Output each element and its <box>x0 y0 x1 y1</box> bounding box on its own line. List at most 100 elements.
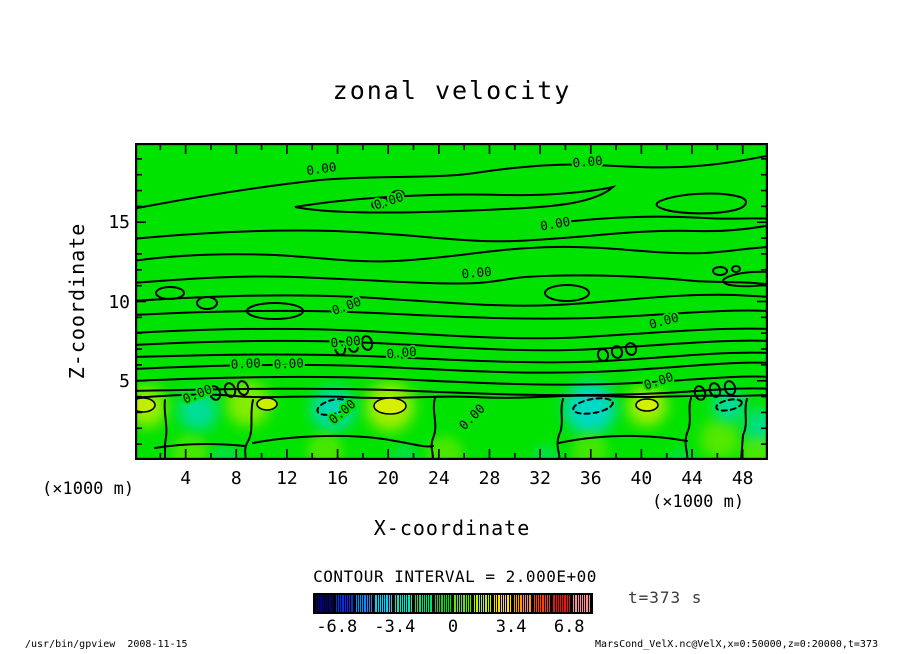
colorbar-strip <box>542 595 544 612</box>
colorbar-strip <box>564 595 566 612</box>
contour-lines <box>135 154 768 460</box>
x-tick-label: 32 <box>529 468 551 489</box>
colorbar-strip <box>324 595 327 612</box>
colorbar-strip <box>342 595 344 612</box>
colorbar-strip <box>340 595 342 612</box>
colorbar-strip <box>507 595 509 612</box>
contour-plot-area: 0.00 0.000.000.000.000.000.000.000.000.00… <box>135 143 768 460</box>
colorbar-tick-label: 0 <box>447 617 459 637</box>
colorbar-tick-label: -6.8 <box>316 617 358 637</box>
colorbar-strip <box>320 595 322 612</box>
colorbar-strip <box>421 595 423 612</box>
colorbar-strip <box>434 595 436 612</box>
colorbar-strip <box>540 595 542 612</box>
colorbar-strip <box>445 595 447 612</box>
time-annotation: t=373 s <box>628 588 703 607</box>
colorbar-strip <box>377 595 379 612</box>
colorbar-strip <box>458 595 461 612</box>
colorbar-strip <box>474 595 476 612</box>
colorbar-strip <box>382 595 384 612</box>
colorbar-strip <box>500 595 502 612</box>
colorbar-tick-label: 6.8 <box>553 617 585 637</box>
colorbar-strip <box>487 595 489 612</box>
colorbar-strip <box>357 595 359 612</box>
colorbar-strip <box>388 595 390 612</box>
colorbar-strip <box>428 595 430 612</box>
colorbar-strip <box>318 595 320 612</box>
colorbar-strip <box>496 595 498 612</box>
chart-title: zonal velocity <box>332 76 572 105</box>
colorbar-strip <box>406 595 408 612</box>
colorbar-strip <box>322 595 324 612</box>
colorbar-tick-label: 3.4 <box>495 617 527 637</box>
positive-core-ellipses <box>135 397 659 415</box>
x-axis-unit: (×1000 m) <box>652 492 745 512</box>
colorbar-strip <box>344 595 346 612</box>
x-tick-label: 28 <box>478 468 501 489</box>
contour-label: 0.00 <box>386 344 417 362</box>
colorbar-strip <box>546 595 549 612</box>
colorbar-strip <box>368 595 371 612</box>
colorbar-strip <box>480 595 483 612</box>
colorbar-strip <box>335 595 337 612</box>
colorbar-strip <box>371 595 373 612</box>
colorbar-strip <box>518 595 520 612</box>
colorbar-strip <box>351 595 353 612</box>
colorbar-strip <box>375 595 377 612</box>
colorbar-strip <box>524 595 527 612</box>
colorbar-group <box>494 595 511 612</box>
contour-label: 0.00 <box>230 355 261 372</box>
colorbar-strip <box>454 595 456 612</box>
contour-label: 0.00 <box>572 153 603 171</box>
colorbar-strip <box>533 595 535 612</box>
colorbar-strip <box>566 595 568 612</box>
colorbar-strip <box>410 595 412 612</box>
y-axis-unit: (×1000 m) <box>42 479 135 499</box>
colorbar-strip <box>399 595 401 612</box>
colorbar-strip <box>520 595 522 612</box>
colorbar-strip <box>588 595 590 612</box>
colorbar-strip <box>489 595 491 612</box>
colorbar-strip <box>463 595 465 612</box>
colorbar-strip <box>436 595 439 612</box>
x-tick-label: 4 <box>180 468 192 489</box>
colorbar-group <box>316 595 333 612</box>
x-tick-label: 12 <box>276 468 298 489</box>
colorbar-strip <box>502 595 505 612</box>
colorbar-group <box>454 595 472 612</box>
colorbar-strip <box>408 595 410 612</box>
x-tick-label: 48 <box>731 468 754 489</box>
colorbar-strip <box>476 595 478 612</box>
colorbar-strip <box>426 595 428 612</box>
tone-patches <box>135 382 768 460</box>
colorbar-strip <box>346 595 349 612</box>
contour-label: 0.00 <box>330 333 361 351</box>
y-tick-label: 15 <box>108 212 130 234</box>
colorbar <box>313 593 593 614</box>
colorbar-strip <box>505 595 507 612</box>
colorbar-strip <box>401 595 403 612</box>
colorbar-strip <box>423 595 425 612</box>
colorbar-strip <box>404 595 406 612</box>
colorbar-strip <box>448 595 450 612</box>
colorbar-strip <box>390 595 393 612</box>
colorbar-group <box>573 595 590 612</box>
colorbar-strip <box>461 595 463 612</box>
contour-label: 0.00 <box>273 355 304 372</box>
colorbar-strip <box>535 595 538 612</box>
footer-source-line: MarsCond_VelX.nc@VelX,x=0:50000,z=0:2000… <box>595 639 878 650</box>
colorbar-strip <box>582 595 584 612</box>
colorbar-strip <box>364 595 366 612</box>
colorbar-strip <box>544 595 546 612</box>
colorbar-strip <box>366 595 368 612</box>
colorbar-strip <box>568 595 571 612</box>
x-tick-label: 24 <box>427 468 450 489</box>
colorbar-strip <box>465 595 467 612</box>
colorbar-strip <box>513 595 516 612</box>
y-axis-label: Z-coordinate <box>65 222 89 380</box>
colorbar-strip <box>579 595 582 612</box>
colorbar-strip <box>362 595 364 612</box>
colorbar-strip <box>349 595 351 612</box>
colorbar-strip <box>553 595 555 612</box>
